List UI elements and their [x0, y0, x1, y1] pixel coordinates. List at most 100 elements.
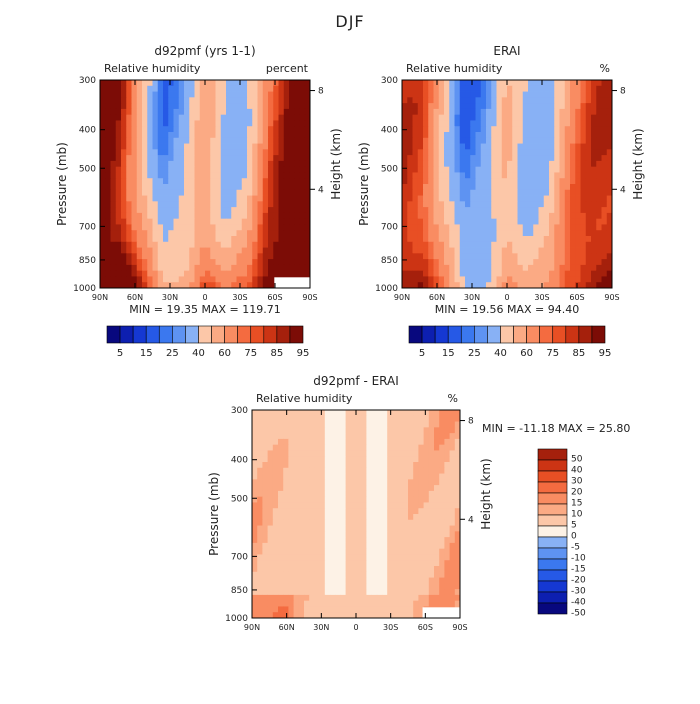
field-cell [205, 91, 211, 98]
field-cell [559, 212, 566, 220]
field-cell [480, 97, 487, 104]
field-cell [543, 195, 550, 202]
field-cell [480, 103, 487, 110]
field-cell [596, 230, 602, 237]
field-cell [152, 207, 159, 214]
field-cell [408, 525, 414, 532]
colorbar-segment [211, 325, 225, 344]
field-cell [294, 247, 300, 254]
field-cell [387, 612, 393, 619]
field-cell [110, 212, 117, 220]
field-cell [402, 218, 408, 225]
field-cell [480, 195, 487, 202]
field-cell [585, 108, 592, 116]
field-cell [110, 224, 117, 231]
field-cell [231, 91, 237, 98]
field-cell [257, 160, 264, 168]
field-cell [314, 508, 320, 515]
field-cell [413, 479, 419, 486]
field-cell [470, 80, 476, 87]
field-cell [428, 415, 435, 422]
field-cell [465, 184, 471, 191]
field-cell [407, 160, 413, 168]
field-cell [470, 166, 476, 173]
field-cell [262, 201, 269, 208]
field-cell [340, 433, 346, 440]
field-cell [387, 438, 393, 446]
field-cell [465, 253, 471, 260]
field-cell [105, 80, 111, 87]
field-cell [580, 189, 587, 196]
field-cell [294, 114, 300, 121]
field-cell [554, 236, 560, 243]
field-cell [601, 264, 608, 272]
field-cell [428, 438, 435, 446]
field-cell [496, 166, 503, 173]
field-cell [340, 473, 346, 480]
field-cell [236, 166, 243, 173]
field-cell [194, 230, 201, 237]
field-cell [601, 114, 608, 121]
field-cell [412, 137, 419, 144]
colorbar-segment [537, 492, 568, 505]
field-cell [371, 485, 378, 492]
field-cell [371, 444, 378, 451]
field-cell [512, 80, 518, 87]
field-cell [533, 259, 539, 266]
field-cell [423, 508, 430, 515]
field-cell [528, 166, 534, 173]
field-cell [418, 560, 424, 567]
field-cell [262, 91, 269, 98]
colorbar-segment [539, 325, 554, 344]
field-cell [371, 456, 378, 463]
field-cell [283, 410, 289, 417]
field-cell [147, 155, 153, 162]
field-cell [205, 108, 211, 116]
field-cell [268, 85, 274, 92]
field-cell [423, 519, 430, 526]
field-cell [272, 583, 279, 590]
field-cell [486, 184, 492, 191]
field-cell [439, 594, 445, 602]
field-cell [480, 160, 487, 168]
field-cell [417, 264, 424, 272]
field-cell [428, 166, 434, 173]
field-cell [168, 195, 174, 202]
field-cell [449, 259, 455, 266]
field-cell [163, 85, 169, 92]
field-cell [278, 473, 284, 480]
field-cell [496, 201, 503, 208]
field-cell [428, 479, 435, 486]
field-cell [272, 427, 279, 434]
y-tick-label: 850 [79, 256, 96, 266]
y-tick-label: 300 [231, 406, 248, 416]
field-cell [444, 178, 450, 185]
field-cell [136, 207, 143, 214]
field-cell [387, 427, 393, 434]
field-cell [330, 525, 336, 532]
field-cell [491, 160, 497, 168]
field-cell [423, 456, 430, 463]
field-cell [402, 531, 409, 538]
field-cell [157, 270, 164, 277]
field-cell [309, 450, 315, 457]
field-cell [314, 606, 320, 613]
field-cell [428, 282, 434, 289]
field-cell [512, 137, 518, 144]
field-cell [412, 207, 419, 214]
field-cell [543, 259, 550, 266]
field-cell [252, 184, 258, 191]
field-cell [501, 143, 508, 150]
field-cell [350, 600, 357, 607]
field-cell [491, 264, 497, 272]
field-cell [147, 103, 153, 110]
field-cell [278, 264, 285, 272]
field-cell [402, 542, 409, 550]
field-cell [554, 137, 560, 144]
field-cell [564, 241, 571, 248]
field-cell [434, 433, 440, 440]
field-cell [408, 508, 414, 515]
field-cell [408, 594, 414, 602]
field-cell [152, 172, 159, 179]
field-cell [382, 566, 388, 573]
